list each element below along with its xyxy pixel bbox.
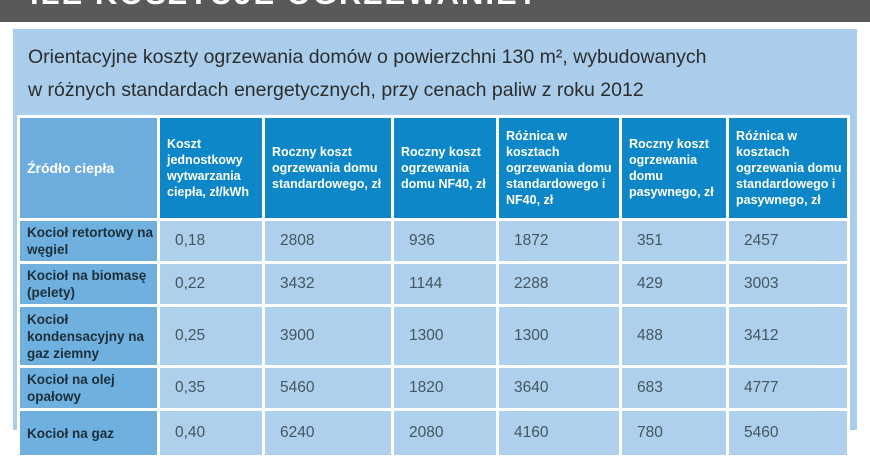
- infographic-panel: Orientacyjne koszty ogrzewania domów o p…: [13, 29, 857, 458]
- cell-value: 0,18: [160, 221, 262, 261]
- cell-value: 6240: [265, 411, 391, 455]
- row-label: Kocioł na olej opałowy: [20, 368, 157, 408]
- column-header-koszt-jednostkowy: Koszt jednostkowy wytwarzania ciepła, zł…: [160, 118, 262, 218]
- cell-value: 3432: [265, 264, 391, 304]
- cell-value: 3640: [499, 368, 619, 408]
- cell-value: 5460: [265, 368, 391, 408]
- row-label: Kocioł na biomasę (pelety): [20, 264, 157, 304]
- cell-value: 0,22: [160, 264, 262, 304]
- intro-line-1: Orientacyjne koszty ogrzewania domów o p…: [28, 46, 707, 68]
- page-title: ILE KOSZTUJE OGRZEWANIE?: [30, 0, 540, 12]
- intro-line-2: w różnych standardach energetycznych, pr…: [28, 79, 644, 101]
- cell-value: 2080: [394, 411, 496, 455]
- title-bar: ILE KOSZTUJE OGRZEWANIE?: [0, 0, 870, 22]
- row-label: Kocioł kondensacyjny na gaz ziemny: [20, 307, 157, 365]
- cell-value: 1300: [394, 307, 496, 365]
- column-header-roznica-nf40: Różnica w kosztach ogrzewania domu stand…: [499, 118, 619, 218]
- cell-value: 488: [622, 307, 726, 365]
- cell-value: 4777: [729, 368, 847, 408]
- column-header-roznica-pasywnego: Różnica w kosztach ogrzewania domu stand…: [729, 118, 847, 218]
- cell-value: 2808: [265, 221, 391, 261]
- cell-value: 5460: [729, 411, 847, 455]
- cell-value: 3900: [265, 307, 391, 365]
- table-row: Kocioł na biomasę (pelety) 0,22 3432 114…: [20, 264, 847, 304]
- cell-value: 2457: [729, 221, 847, 261]
- cell-value: 0,35: [160, 368, 262, 408]
- row-label: Kocioł na gaz: [20, 411, 157, 455]
- row-label: Kocioł retortowy na węgiel: [20, 221, 157, 261]
- column-header-zrodlo-ciepla: Źródło ciepła: [20, 118, 157, 218]
- cell-value: 1820: [394, 368, 496, 408]
- cell-value: 1144: [394, 264, 496, 304]
- cell-value: 780: [622, 411, 726, 455]
- cell-value: 3003: [729, 264, 847, 304]
- cell-value: 936: [394, 221, 496, 261]
- cell-value: 0,40: [160, 411, 262, 455]
- cell-value: 0,25: [160, 307, 262, 365]
- cell-value: 1872: [499, 221, 619, 261]
- heating-costs-table: Źródło ciepła Koszt jednostkowy wytwarza…: [17, 115, 850, 458]
- cell-value: 3412: [729, 307, 847, 365]
- table-row: Kocioł retortowy na węgiel 0,18 2808 936…: [20, 221, 847, 261]
- cell-value: 4160: [499, 411, 619, 455]
- table-row: Kocioł na gaz 0,40 6240 2080 4160 780 54…: [20, 411, 847, 455]
- intro-text: Orientacyjne koszty ogrzewania domów o p…: [13, 29, 857, 107]
- cell-value: 2288: [499, 264, 619, 304]
- table-row: Kocioł na olej opałowy 0,35 5460 1820 36…: [20, 368, 847, 408]
- table-header-row: Źródło ciepła Koszt jednostkowy wytwarza…: [20, 118, 847, 218]
- column-header-roczny-koszt-pasywnego: Roczny koszt ogrzewania domu pasywnego, …: [622, 118, 726, 218]
- column-header-roczny-koszt-standardowego: Roczny koszt ogrzewania domu standardowe…: [265, 118, 391, 218]
- cell-value: 429: [622, 264, 726, 304]
- cell-value: 351: [622, 221, 726, 261]
- cell-value: 1300: [499, 307, 619, 365]
- column-header-roczny-koszt-nf40: Roczny koszt ogrzewania domu NF40, zł: [394, 118, 496, 218]
- cell-value: 683: [622, 368, 726, 408]
- table-row: Kocioł kondensacyjny na gaz ziemny 0,25 …: [20, 307, 847, 365]
